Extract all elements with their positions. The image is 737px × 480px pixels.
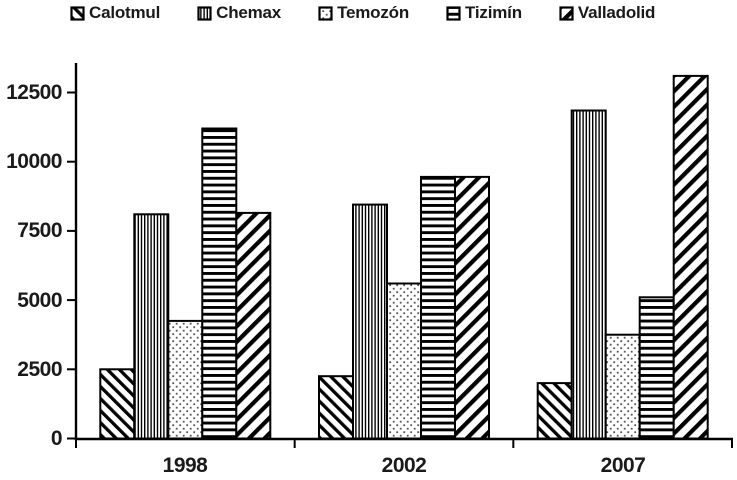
bar-tizimin-1998 — [201, 127, 238, 440]
y-tick-label: 10000 — [6, 150, 62, 173]
vertical-lines-pattern-icon — [197, 5, 212, 21]
axes — [67, 63, 733, 448]
bar-calotmul-1998 — [99, 368, 136, 440]
diagonal-down-pattern-icon — [70, 5, 85, 21]
legend-item-calotmul: Calotmul — [70, 3, 160, 23]
bar-valladolid-1998 — [235, 211, 272, 440]
diagonal-up-pattern-icon — [559, 5, 574, 21]
bar-calotmul-2002 — [318, 375, 354, 440]
legend-label: Temozón — [337, 3, 410, 22]
y-tick-label: 5000 — [17, 289, 62, 312]
bar-valladolid-2002 — [454, 175, 490, 440]
bar-temozon-1998 — [167, 319, 204, 440]
legend-label: Calotmul — [89, 3, 161, 22]
legend-label: Chemax — [216, 3, 282, 22]
y-tick-label: 0 — [50, 427, 63, 450]
dots-pattern-icon — [318, 5, 333, 21]
legend-item-valladolid: Valladolid — [559, 3, 655, 23]
bar-tizimin-2002 — [420, 175, 456, 440]
bar-temozon-2007 — [604, 333, 641, 440]
legend-item-temozon: Temozón — [318, 3, 409, 23]
y-tick-label: 12500 — [6, 81, 62, 104]
x-tick-label: 1998 — [162, 454, 208, 477]
x-tick-label: 2007 — [600, 454, 646, 477]
bar-calotmul-2007 — [536, 382, 573, 440]
y-tick-label: 7500 — [17, 219, 62, 242]
bar-temozon-2002 — [386, 282, 422, 440]
legend-label: Tizimín — [465, 3, 522, 22]
bars — [99, 74, 709, 440]
legend-label: Valladolid — [577, 3, 656, 22]
bar-chemax-1998 — [133, 213, 170, 440]
legend-item-chemax: Chemax — [197, 3, 281, 23]
bar-chemax-2002 — [352, 203, 388, 440]
y-tick-label: 2500 — [17, 358, 62, 381]
bar-chemax-2007 — [570, 109, 607, 440]
legend-item-tizimin: Tizimín — [446, 3, 522, 23]
bar-valladolid-2007 — [672, 74, 709, 440]
bar-tizimin-2007 — [638, 296, 675, 440]
horizontal-lines-pattern-icon — [446, 5, 461, 21]
x-tick-label: 2002 — [381, 454, 427, 477]
legend: Calotmul Chemax Temozón Tizimín Valladol… — [70, 3, 655, 23]
